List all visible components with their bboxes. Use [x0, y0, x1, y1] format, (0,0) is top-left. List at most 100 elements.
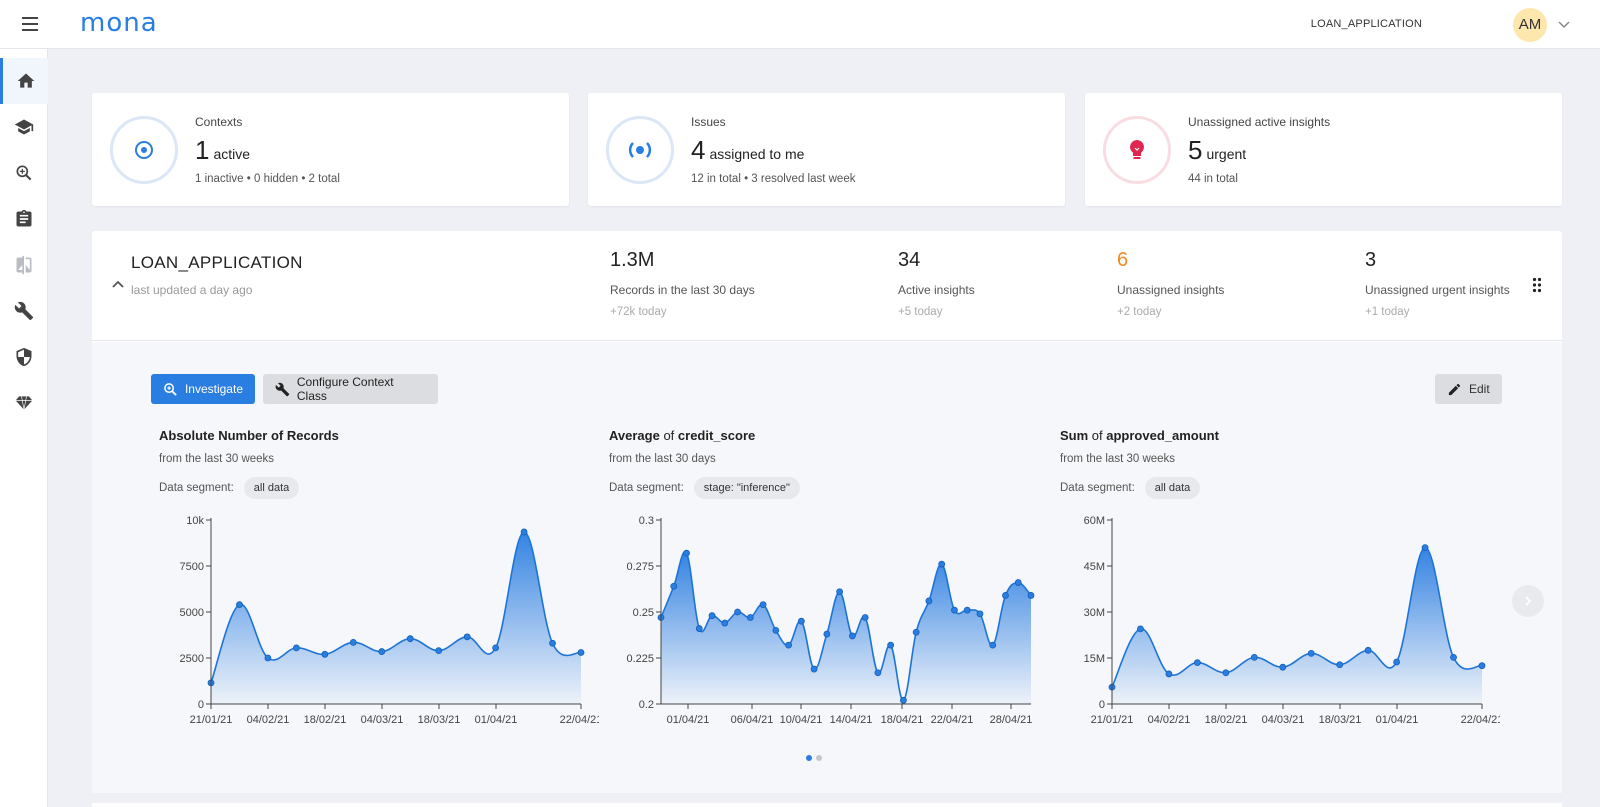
search-zoom-icon — [16, 165, 32, 181]
pager-dot-1[interactable] — [806, 755, 812, 761]
data-point — [823, 630, 831, 638]
drag-handle-icon[interactable] — [1532, 277, 1542, 293]
x-tick-label: 06/04/21 — [731, 714, 774, 726]
data-point — [1137, 625, 1144, 633]
sidebar-item-home[interactable] — [0, 58, 48, 104]
data-point — [577, 649, 585, 656]
issues-card[interactable]: Issues 4 assigned to me 12 in total • 3 r… — [588, 93, 1065, 206]
sidebar-item-insights[interactable] — [0, 380, 48, 426]
sidebar-item-compare[interactable] — [0, 242, 48, 288]
issues-ring — [606, 116, 674, 184]
card-count: 4 assigned to me — [691, 135, 805, 165]
data-point — [1421, 544, 1429, 551]
segment-chip[interactable]: stage: "inference" — [693, 477, 800, 499]
sidebar-item-reports[interactable] — [0, 196, 48, 242]
configure-context-class-button[interactable]: Configure Context Class — [263, 374, 438, 404]
pager-dot-2[interactable] — [816, 755, 822, 761]
y-tick-label: 0.25 — [633, 607, 654, 619]
chevron-up-icon[interactable] — [110, 277, 126, 293]
chart-credit-score: Average of credit_score from the last 30… — [609, 428, 1049, 728]
data-point — [683, 549, 690, 557]
data-point — [900, 696, 907, 704]
data-point — [264, 654, 272, 662]
data-point — [874, 669, 882, 677]
data-point — [695, 625, 703, 632]
carousel-pager — [806, 755, 826, 761]
chart-subtitle: from the last 30 weeks — [159, 453, 275, 465]
credit-score-area-chart[interactable]: 0.2 0.225 0.25 0.275 0.3 01/04/21 06/04/21 10/0… — [609, 510, 1049, 730]
sidebar-item-investigate[interactable] — [0, 150, 48, 196]
top-bar: mona LOAN_APPLICATION AM — [0, 0, 1600, 49]
compare-icon — [16, 255, 32, 275]
data-point — [1222, 669, 1230, 677]
y-tick-label: 45M — [1084, 561, 1105, 573]
user-avatar[interactable]: AM — [1513, 8, 1547, 42]
diamond-icon — [15, 396, 33, 410]
lightbulb-icon — [1130, 140, 1144, 159]
carousel-next-button[interactable] — [1512, 585, 1544, 617]
chart-subtitle: from the last 30 days — [609, 453, 716, 465]
broadcast-icon — [628, 142, 652, 158]
investigate-button[interactable]: Investigate — [151, 374, 255, 404]
series-area — [211, 531, 581, 704]
home-icon — [17, 73, 34, 88]
data-point — [435, 647, 443, 655]
y-tick-label: 15M — [1084, 653, 1105, 665]
data-point — [746, 614, 754, 621]
data-point — [321, 650, 329, 658]
context-title[interactable]: LOAN_APPLICATION — [131, 253, 303, 272]
data-point — [785, 641, 792, 649]
x-tick-label: 21/01/21 — [190, 714, 233, 726]
series-area — [661, 551, 1031, 704]
sidebar-item-security[interactable] — [0, 334, 48, 380]
chart-records: Absolute Number of Records from the last… — [159, 428, 599, 728]
y-tick-label: 0 — [1099, 699, 1105, 711]
card-title: Unassigned active insights — [1188, 115, 1331, 129]
segment-chip[interactable]: all data — [243, 477, 300, 499]
y-tick-label: 0.2 — [639, 699, 654, 711]
stat-urgent-insights[interactable]: 3 Unassigned urgent insights +1 today — [1365, 249, 1510, 318]
data-point — [772, 627, 780, 634]
approved-amount-area-chart[interactable]: 0 15M 30M 45M 60M 21/01/21 04/02/21 18/02/21 04/… — [1060, 510, 1500, 730]
hamburger-menu-icon[interactable] — [22, 17, 38, 31]
stat-active-insights[interactable]: 34 Active insights +5 today — [898, 249, 975, 318]
chart-title: Sum of approved_amount — [1060, 428, 1219, 443]
edit-button[interactable]: Edit — [1435, 374, 1502, 404]
wrench-icon — [275, 382, 290, 396]
card-title: Issues — [691, 115, 726, 129]
segment-chip[interactable]: all data — [1144, 477, 1201, 499]
y-tick-label: 0.225 — [626, 653, 654, 665]
stat-records: 1.3M Records in the last 30 days +72k to… — [610, 249, 755, 318]
zoom-icon — [164, 382, 177, 396]
x-tick-label: 21/01/21 — [1091, 714, 1134, 726]
wrench-icon — [14, 301, 34, 321]
insights-card[interactable]: Unassigned active insights 5 urgent 44 in… — [1085, 93, 1562, 206]
data-point — [951, 606, 958, 614]
data-point — [492, 644, 500, 652]
data-point — [976, 610, 984, 618]
card-subtext: 44 in total — [1188, 173, 1238, 185]
data-segment: Data segment: all data — [159, 477, 599, 499]
records-area-chart[interactable]: 0 2500 5000 7500 10k 21/01/21 04/02/21 18/02/21… — [159, 510, 599, 730]
y-tick-label: 30M — [1084, 607, 1105, 619]
context-selector-label[interactable]: LOAN_APPLICATION — [1310, 18, 1422, 30]
chevron-down-icon[interactable] — [1556, 16, 1572, 32]
graduation-cap-icon — [14, 119, 34, 135]
sidebar-item-configure[interactable] — [0, 288, 48, 334]
data-point — [1014, 579, 1022, 586]
data-point — [861, 614, 869, 621]
data-point — [1364, 646, 1372, 654]
x-tick-label: 18/02/21 — [1205, 714, 1248, 726]
data-point — [1393, 658, 1401, 666]
contexts-card[interactable]: Contexts 1 active 1 inactive • 0 hidden •… — [92, 93, 569, 206]
data-point — [836, 588, 844, 596]
x-tick-label: 04/02/21 — [1148, 714, 1191, 726]
app-logo[interactable]: mona — [80, 8, 158, 38]
pencil-icon — [1448, 383, 1461, 395]
stat-unassigned-insights[interactable]: 6 Unassigned insights +2 today — [1117, 249, 1225, 318]
sidebar-item-learn[interactable] — [0, 104, 48, 150]
x-tick-label: 14/04/21 — [830, 714, 873, 726]
data-point — [549, 639, 556, 647]
data-point — [406, 635, 414, 643]
x-tick-label: 18/03/21 — [418, 714, 461, 726]
